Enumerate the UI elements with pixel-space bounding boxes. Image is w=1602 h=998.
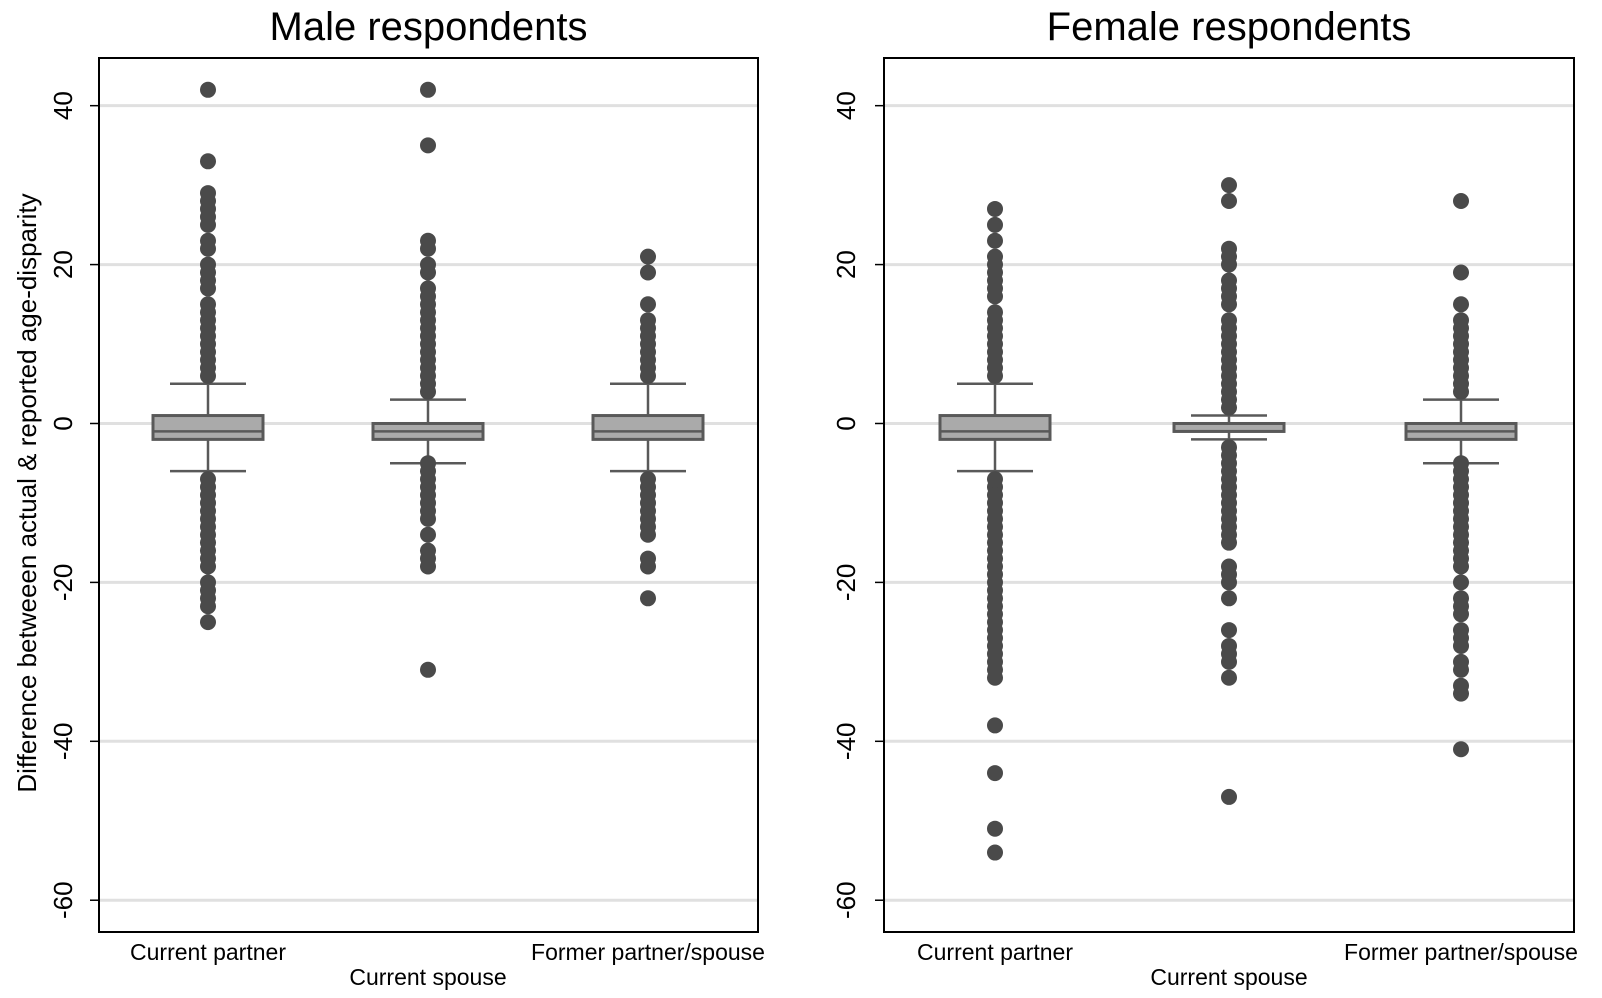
box-3 (591, 248, 705, 607)
outlier-point (987, 844, 1003, 861)
outlier-point (200, 153, 216, 170)
y-tick-label: 0 (48, 416, 78, 430)
y-tick-label: 40 (831, 91, 861, 120)
outlier-point (420, 137, 436, 154)
outlier-point (1453, 558, 1469, 575)
outlier-point (200, 81, 216, 98)
y-tick-label: 40 (48, 91, 78, 120)
outlier-point (1221, 788, 1237, 805)
outlier-point (987, 765, 1003, 782)
category-label: Current partner (917, 939, 1073, 965)
outlier-point (420, 264, 436, 281)
y-tick-label: 0 (831, 416, 861, 430)
outlier-point (420, 510, 436, 527)
y-tick-label: 20 (48, 250, 78, 279)
iqr-box (938, 414, 1052, 441)
outlier-point (1453, 606, 1469, 623)
outlier-point (1221, 534, 1237, 551)
panel-1: Male respondents 40 20 0 -20 -40 -60 Current pa… (48, 5, 765, 990)
outlier-point (640, 296, 656, 313)
panel-2: Female respondents 40 20 0 -20 -40 -60 Current … (831, 5, 1578, 990)
outlier-point (200, 558, 216, 575)
box-2 (1172, 177, 1286, 805)
y-tick-label: -60 (48, 881, 78, 919)
outlier-point (640, 248, 656, 265)
outlier-point (1221, 399, 1237, 416)
outlier-point (200, 280, 216, 297)
outlier-point (420, 558, 436, 575)
outlier-point (420, 81, 436, 98)
panel-title: Female respondents (1047, 5, 1412, 49)
outlier-point (1453, 685, 1469, 702)
outlier-point (987, 200, 1003, 217)
outlier-point (987, 367, 1003, 384)
outlier-point (200, 367, 216, 384)
outlier-point (1221, 622, 1237, 639)
outlier-point (640, 526, 656, 543)
outlier-point (1453, 193, 1469, 210)
category-label: Current spouse (1150, 964, 1307, 990)
category-label: Former partner/spouse (531, 939, 765, 965)
box-1 (938, 200, 1052, 861)
outlier-point (987, 717, 1003, 734)
outlier-point (1221, 296, 1237, 313)
plot-frame (98, 57, 759, 933)
iqr-box (591, 414, 705, 441)
outlier-point (1221, 574, 1237, 591)
outlier-point (1221, 590, 1237, 607)
outlier-point (1221, 193, 1237, 210)
y-tick-label: -60 (831, 881, 861, 919)
y-tick-label: -40 (831, 723, 861, 761)
outlier-point (1453, 383, 1469, 400)
outlier-point (1221, 669, 1237, 686)
outlier-point (1453, 741, 1469, 758)
y-axis-title: Difference betweeen actual & reported ag… (12, 193, 42, 792)
box-3 (1404, 193, 1518, 758)
outlier-point (200, 216, 216, 233)
outlier-point (1221, 256, 1237, 273)
outlier-point (1453, 637, 1469, 654)
outlier-point (420, 661, 436, 678)
outlier-point (640, 590, 656, 607)
outlier-point (640, 264, 656, 281)
outlier-point (987, 232, 1003, 249)
outlier-point (640, 558, 656, 575)
panel-title: Male respondents (270, 5, 588, 49)
outlier-point (200, 614, 216, 631)
category-label: Current spouse (349, 964, 506, 990)
outlier-point (420, 240, 436, 257)
box-1 (151, 81, 265, 631)
outlier-point (1221, 653, 1237, 670)
outlier-point (200, 598, 216, 615)
outlier-point (200, 240, 216, 257)
outlier-point (1453, 574, 1469, 591)
y-tick-label: 20 (831, 250, 861, 279)
category-label: Current partner (130, 939, 286, 965)
outlier-point (420, 526, 436, 543)
outlier-point (640, 367, 656, 384)
outlier-point (1221, 177, 1237, 194)
y-tick-label: -20 (48, 564, 78, 602)
plot-frame (883, 57, 1575, 933)
outlier-point (1453, 296, 1469, 313)
y-tick-label: -40 (48, 723, 78, 761)
outlier-point (987, 288, 1003, 305)
y-tick-label: -20 (831, 564, 861, 602)
outlier-point (420, 383, 436, 400)
outlier-point (987, 820, 1003, 837)
panels: Male respondents 40 20 0 -20 -40 -60 Current pa… (48, 5, 1578, 990)
outlier-point (987, 669, 1003, 686)
outlier-point (1453, 661, 1469, 678)
outlier-point (1453, 264, 1469, 281)
category-label: Former partner/spouse (1344, 939, 1578, 965)
box-2 (371, 81, 485, 678)
iqr-box (151, 414, 265, 441)
outlier-point (987, 216, 1003, 233)
